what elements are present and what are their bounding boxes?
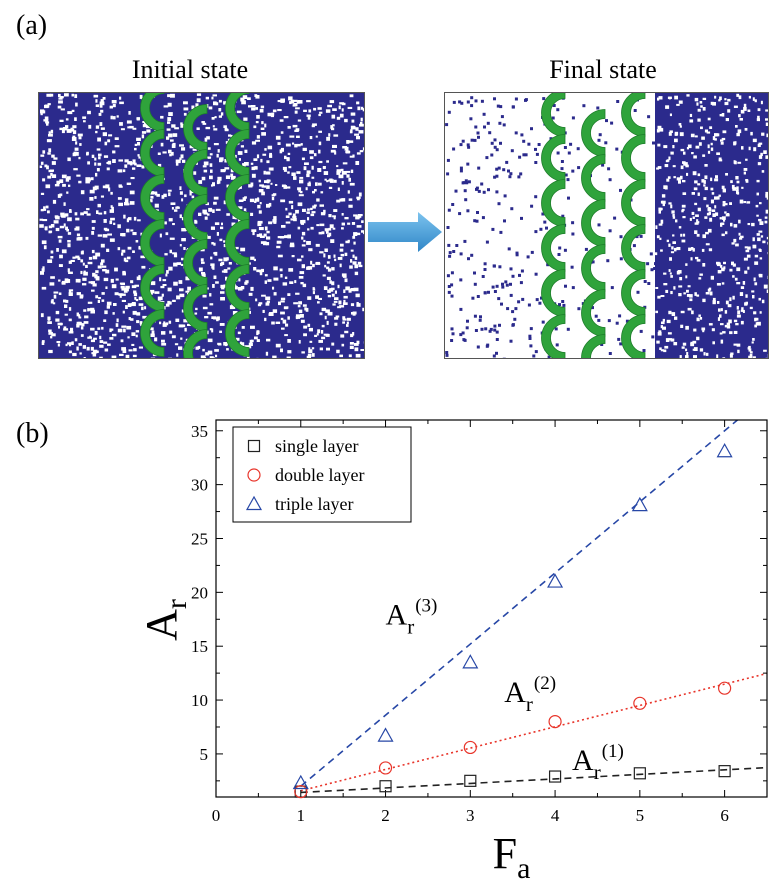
y-tick-label: 25 bbox=[191, 529, 208, 548]
annotation-circle: Ar(2) bbox=[504, 673, 556, 716]
data-point-circle bbox=[378, 761, 393, 775]
legend-box bbox=[232, 426, 412, 523]
legend-marker-circle bbox=[247, 468, 261, 482]
plot-frame bbox=[215, 419, 768, 798]
gear-shape bbox=[581, 109, 606, 157]
y-axis-label: Ar bbox=[137, 599, 193, 641]
legend-marker-triangle bbox=[245, 495, 263, 511]
fit-line-circle bbox=[300, 672, 767, 792]
gear-shape bbox=[621, 269, 646, 317]
gear-shape bbox=[581, 334, 606, 358]
y-tick-label: 30 bbox=[191, 476, 208, 495]
gear-shape bbox=[621, 134, 646, 182]
y-tick-label: 35 bbox=[191, 422, 208, 441]
data-point-triangle bbox=[377, 727, 394, 742]
data-point-triangle bbox=[547, 573, 564, 588]
y-tick-label: 20 bbox=[191, 583, 208, 602]
gear-shape bbox=[621, 179, 646, 227]
y-tick-label: 5 bbox=[200, 745, 209, 764]
x-tick-label: 2 bbox=[381, 806, 390, 825]
legend-marker-square bbox=[247, 439, 261, 453]
gear-shape bbox=[621, 224, 646, 272]
gear-shape bbox=[541, 269, 566, 317]
data-point-circle bbox=[718, 681, 732, 695]
x-axis-label: Fa bbox=[493, 829, 531, 885]
x-tick-label: 6 bbox=[720, 806, 729, 825]
x-tick-label: 3 bbox=[466, 806, 475, 825]
fit-line-triangle bbox=[300, 420, 739, 787]
data-point-triangle bbox=[462, 654, 479, 669]
x-tick-label: 5 bbox=[636, 806, 645, 825]
gear-shape bbox=[541, 179, 566, 227]
x-tick-label: 0 bbox=[212, 806, 221, 825]
y-tick-label: 10 bbox=[191, 691, 208, 710]
gear-shape bbox=[581, 289, 606, 337]
legend-label: single layer bbox=[275, 436, 358, 456]
gear-shape bbox=[581, 244, 606, 292]
x-tick-label: 1 bbox=[297, 806, 306, 825]
initial-state-image bbox=[38, 92, 365, 359]
final-state-title: Final state bbox=[549, 55, 657, 84]
legend-label: double layer bbox=[275, 465, 364, 485]
x-axis-label-sub: a bbox=[517, 852, 530, 885]
gear-shape bbox=[225, 309, 250, 357]
gear-shape bbox=[541, 134, 566, 182]
fit-line-square bbox=[300, 766, 767, 794]
data-point-square bbox=[548, 770, 562, 783]
data-point-triangle bbox=[631, 496, 648, 512]
initial-state-simulation bbox=[39, 93, 364, 358]
data-point-square bbox=[294, 785, 307, 798]
y-tick-label: 15 bbox=[191, 637, 208, 656]
data-point-circle bbox=[548, 714, 562, 729]
data-point-square bbox=[718, 765, 731, 778]
gear-shape bbox=[621, 93, 646, 137]
gear-shape bbox=[183, 329, 208, 358]
gear-shape bbox=[621, 314, 646, 358]
panel-a-label: (a) bbox=[16, 10, 48, 41]
data-point-triangle bbox=[292, 774, 309, 790]
data-point-square bbox=[633, 767, 646, 780]
svg-text:Ar: Ar bbox=[137, 599, 193, 641]
annotation-triangle: Ar(3) bbox=[386, 596, 438, 639]
initial-state-title: Initial state bbox=[131, 55, 249, 84]
legend-label: triple layer bbox=[275, 494, 353, 514]
x-tick-label: 4 bbox=[551, 806, 560, 825]
panel-b-label: (b) bbox=[16, 418, 49, 449]
data-point-triangle bbox=[716, 443, 733, 458]
data-point-square bbox=[379, 780, 392, 793]
data-point-square bbox=[464, 774, 477, 787]
data-point-circle bbox=[294, 785, 308, 799]
gear-shape bbox=[140, 309, 165, 357]
annotation-square: Ar(1) bbox=[572, 741, 624, 784]
data-point-circle bbox=[633, 696, 647, 710]
data-point-circle bbox=[463, 740, 477, 755]
gear-shape bbox=[541, 314, 566, 358]
gear-shape bbox=[581, 154, 606, 202]
final-state-simulation bbox=[445, 93, 768, 358]
final-state-image bbox=[444, 92, 769, 359]
transition-arrow-icon bbox=[366, 210, 444, 254]
gear-shape bbox=[581, 199, 606, 247]
gear-shape bbox=[541, 224, 566, 272]
